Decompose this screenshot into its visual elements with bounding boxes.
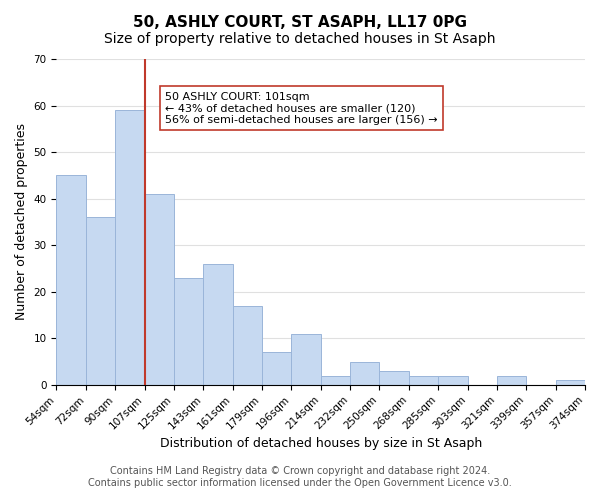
X-axis label: Distribution of detached houses by size in St Asaph: Distribution of detached houses by size … bbox=[160, 437, 482, 450]
Bar bbox=[56, 176, 86, 385]
Text: Size of property relative to detached houses in St Asaph: Size of property relative to detached ho… bbox=[104, 32, 496, 46]
Bar bbox=[409, 376, 438, 385]
Bar bbox=[292, 334, 321, 385]
Bar bbox=[262, 352, 292, 385]
Bar bbox=[556, 380, 585, 385]
Bar bbox=[379, 371, 409, 385]
Bar bbox=[350, 362, 379, 385]
Bar bbox=[203, 264, 233, 385]
Bar bbox=[145, 194, 174, 385]
Bar bbox=[86, 218, 115, 385]
Bar bbox=[438, 376, 467, 385]
Text: 50 ASHLY COURT: 101sqm
← 43% of detached houses are smaller (120)
56% of semi-de: 50 ASHLY COURT: 101sqm ← 43% of detached… bbox=[165, 92, 437, 125]
Bar bbox=[233, 306, 262, 385]
Bar bbox=[174, 278, 203, 385]
Text: Contains HM Land Registry data © Crown copyright and database right 2024.
Contai: Contains HM Land Registry data © Crown c… bbox=[88, 466, 512, 487]
Bar bbox=[497, 376, 526, 385]
Text: 50, ASHLY COURT, ST ASAPH, LL17 0PG: 50, ASHLY COURT, ST ASAPH, LL17 0PG bbox=[133, 15, 467, 30]
Bar bbox=[321, 376, 350, 385]
Bar bbox=[115, 110, 145, 385]
Y-axis label: Number of detached properties: Number of detached properties bbox=[15, 124, 28, 320]
